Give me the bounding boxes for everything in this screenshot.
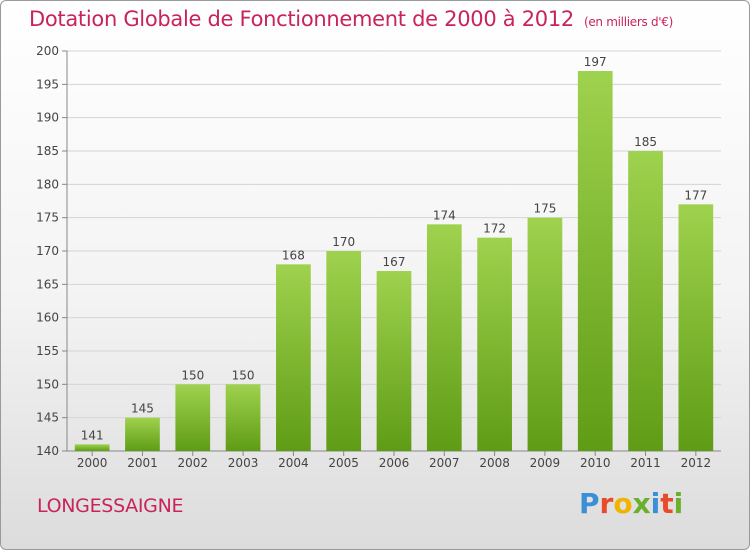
data-label: 177 bbox=[684, 188, 707, 202]
x-tick-label: 2006 bbox=[379, 456, 410, 470]
x-tick-label: 2001 bbox=[127, 456, 158, 470]
x-tick-label: 2000 bbox=[77, 456, 108, 470]
data-labels: 141 145 150 150 168 170 167 174 172 175 197 185 177 bbox=[81, 55, 708, 442]
bar-2007 bbox=[426, 224, 462, 451]
bar-2002 bbox=[175, 384, 211, 451]
bar-2009 bbox=[527, 217, 563, 451]
y-tick-label: 200 bbox=[36, 44, 59, 58]
x-tick-label: 2009 bbox=[530, 456, 561, 470]
x-tick-label: 2003 bbox=[228, 456, 259, 470]
x-tick-label: 2005 bbox=[328, 456, 359, 470]
x-tick-label: 2012 bbox=[681, 456, 712, 470]
y-tick-label: 170 bbox=[36, 244, 59, 258]
data-label: 141 bbox=[81, 428, 104, 442]
commune-name: LONGESSAIGNE bbox=[37, 495, 184, 517]
y-tick-label: 175 bbox=[36, 211, 59, 225]
bar-2004 bbox=[276, 264, 311, 451]
axes: 1401451501551601651701751801851901952002… bbox=[36, 44, 721, 470]
y-tick-label: 140 bbox=[36, 444, 59, 458]
y-tick-label: 160 bbox=[36, 311, 59, 325]
bar-2008 bbox=[477, 237, 512, 451]
y-tick-label: 150 bbox=[36, 377, 59, 391]
x-tick-label: 2010 bbox=[580, 456, 611, 470]
data-label: 175 bbox=[533, 202, 556, 216]
bar-2011 bbox=[628, 151, 663, 451]
y-tick-label: 145 bbox=[36, 411, 59, 425]
data-label: 172 bbox=[483, 222, 506, 236]
bar-2005 bbox=[326, 251, 362, 451]
data-label: 174 bbox=[433, 208, 456, 222]
x-tick-label: 2008 bbox=[479, 456, 510, 470]
unit-label: (en milliers d'€) bbox=[583, 15, 673, 29]
x-tick-label: 2004 bbox=[278, 456, 309, 470]
data-label: 150 bbox=[181, 368, 204, 382]
y-tick-label: 165 bbox=[36, 277, 59, 291]
y-tick-label: 185 bbox=[36, 144, 59, 158]
title-text: Dotation Globale de Fonctionnement de 20… bbox=[29, 7, 574, 31]
bar-2003 bbox=[225, 384, 261, 451]
y-tick-label: 155 bbox=[36, 344, 59, 358]
y-tick-label: 190 bbox=[36, 111, 59, 125]
bar-2010 bbox=[577, 71, 613, 451]
bar-2012 bbox=[678, 204, 714, 451]
y-tick-label: 195 bbox=[36, 77, 59, 91]
bar-2000 bbox=[74, 444, 110, 451]
x-tick-label: 2002 bbox=[177, 456, 208, 470]
x-tick-label: 2007 bbox=[429, 456, 460, 470]
data-label: 145 bbox=[131, 402, 154, 416]
proxiti-logo: Proxiti bbox=[579, 487, 684, 520]
data-label: 167 bbox=[383, 255, 406, 269]
y-tick-label: 180 bbox=[36, 177, 59, 191]
data-label: 185 bbox=[634, 135, 657, 149]
bars bbox=[74, 71, 714, 451]
bar-2001 bbox=[125, 417, 160, 451]
bar-2006 bbox=[376, 271, 412, 451]
chart-title: Dotation Globale de Fonctionnement de 20… bbox=[29, 7, 673, 31]
data-label: 168 bbox=[282, 248, 305, 262]
data-label: 170 bbox=[332, 235, 355, 249]
data-label: 197 bbox=[584, 55, 607, 69]
data-label: 150 bbox=[232, 368, 255, 382]
x-tick-label: 2011 bbox=[630, 456, 661, 470]
